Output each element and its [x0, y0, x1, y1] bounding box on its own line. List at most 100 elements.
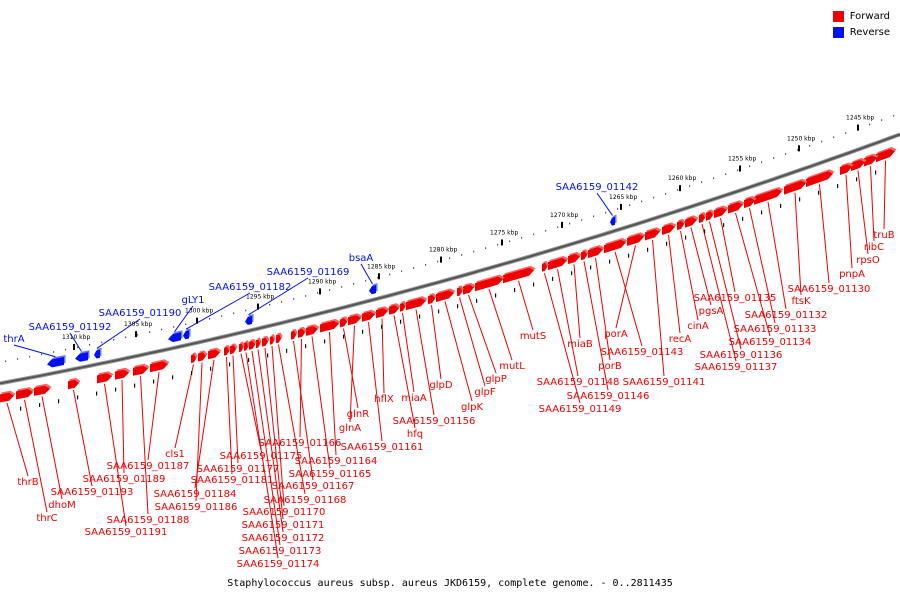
feature-tick [818, 190, 820, 195]
scale-dot [497, 243, 499, 246]
tick-mark [561, 221, 563, 228]
scale-dot [389, 273, 391, 276]
feature-tick [419, 314, 421, 319]
feature-tick [666, 241, 668, 246]
gene-saa6159-01137-arrow [699, 213, 705, 223]
feature-tick [685, 235, 687, 240]
legend-forward-label: Forward [849, 10, 890, 22]
gene-saa6159-01141-arrow [645, 229, 660, 241]
tick-label: 1280 kbp [429, 247, 457, 254]
gene-ftsk-label: ftsK [791, 296, 810, 307]
tick-label: 1265 kbp [609, 194, 637, 201]
scale-dot [629, 204, 631, 207]
gene-glpk-leader [444, 301, 473, 402]
gene-cls1-arrow [191, 354, 196, 364]
gene-saa6159-01148-leader [557, 269, 579, 377]
gene-thrb-label: thrB [17, 477, 38, 488]
tick-mark [440, 256, 442, 263]
feature-tick [343, 334, 345, 339]
feature-tick [153, 379, 155, 384]
gene-reca-leader [668, 234, 681, 334]
gene-rpso-arrow [851, 159, 865, 172]
gene-rpso-label: rpsO [856, 255, 880, 266]
reverse-swatch [832, 26, 844, 38]
scale-dot [101, 341, 103, 344]
scale-dot [425, 263, 427, 266]
gene-saa6159-01156-leader [415, 309, 435, 416]
gene-porb-leader [595, 257, 611, 361]
gene-pora-leader [615, 245, 636, 329]
gene-ribc-leader [870, 166, 875, 242]
tick-mark [679, 185, 681, 192]
tick-label: 1275 kbp [490, 229, 518, 236]
gene-dhom-label: dhoM [48, 500, 75, 511]
feature-tick [400, 319, 402, 324]
feature-tick [324, 339, 326, 344]
gene-saa6159-01191-arrow [97, 373, 112, 384]
tick-label: 1300 kbp [185, 308, 213, 315]
gene-cls1-label: cls1 [165, 449, 185, 460]
gene-saa6159-01191-leader [104, 383, 127, 527]
gene-thrb-arrow [0, 392, 14, 403]
feature-tick [780, 203, 782, 208]
gene-ftsk-leader [794, 192, 802, 296]
scale-dot [185, 323, 187, 326]
scale-dot [845, 132, 847, 134]
gene-saa6159-01130-leader [819, 184, 830, 284]
tick-mark [501, 239, 503, 246]
gene-saa6159-01186-arrow [198, 352, 206, 362]
gene-saa6159-01167-label: SAA6159_01167 [272, 481, 355, 492]
feature-tick [495, 293, 497, 298]
scale-dot [437, 260, 439, 263]
gene-saa6159-01181-label: SAA6159_01181 [191, 475, 274, 486]
gene-saa6159-01189-label: SAA6159_01189 [83, 474, 166, 485]
gene-saa6159-01165-label: SAA6159_01165 [289, 469, 372, 480]
gene-saa6159-01149-label: SAA6159_01149 [539, 404, 622, 415]
gene-saa6159-01182-label: SAA6159_01182 [209, 282, 292, 293]
gene-ribc-arrow [864, 155, 877, 167]
gene-saa6159-01184-leader [194, 359, 215, 489]
gene-porb-arrow [588, 247, 603, 259]
feature-tick [39, 402, 41, 407]
gene-thrc-label: thrC [36, 513, 57, 524]
gene-saa6159-01132-label: SAA6159_01132 [745, 310, 828, 321]
gene-trub-leader [883, 160, 886, 230]
gene-trub-arrow [876, 149, 895, 163]
scale-dot [521, 236, 523, 239]
gene-saa6159-01135-arrow [714, 207, 727, 219]
gene-saa6159-01146-leader [583, 261, 609, 391]
scale-dot [881, 119, 883, 121]
scale-dot [65, 348, 67, 351]
gene-gly1-label: gLY1 [181, 295, 204, 306]
gene-glnr-label: glnR [347, 409, 369, 420]
gene-saa6159-01175-arrow [239, 343, 243, 353]
feature-tick [590, 265, 592, 270]
tick-label: 1295 kbp [246, 294, 274, 301]
gene-saa6159-01171-label: SAA6159_01171 [242, 520, 325, 531]
gene-thra-label: thrA [3, 334, 24, 345]
feature-tick [115, 387, 117, 392]
gene-saa6159-01181-leader [226, 356, 233, 475]
feature-tick [381, 324, 383, 329]
feature-tick [609, 259, 611, 264]
gene-saa6159-01166-leader [299, 339, 302, 438]
gene-saa6159-01141-leader [652, 239, 665, 377]
gene-gly1-arrow [168, 332, 181, 343]
gene-saa6159-01182-leader [185, 292, 251, 330]
feature-tick [248, 357, 250, 362]
gene-saa6159-01188-leader [140, 376, 149, 515]
scale-dot [245, 309, 247, 312]
gene-saa6159-01137-leader [701, 223, 737, 362]
feature-tick [533, 282, 535, 287]
gene-saa6159-01142-leader [596, 192, 613, 216]
feature-tick [723, 223, 725, 228]
legend: Forward Reverse [832, 8, 890, 40]
tick-mark [135, 331, 137, 338]
gene-hflx-arrow [376, 308, 388, 319]
gene-saa6159-01186-label: SAA6159_01186 [155, 502, 238, 513]
scale-dot [509, 240, 511, 243]
scale-dot [29, 355, 31, 358]
feature-tick [761, 210, 763, 215]
gene-saa6159-01190-arrow [94, 349, 100, 359]
gene-bsaa-arrow [369, 285, 376, 295]
